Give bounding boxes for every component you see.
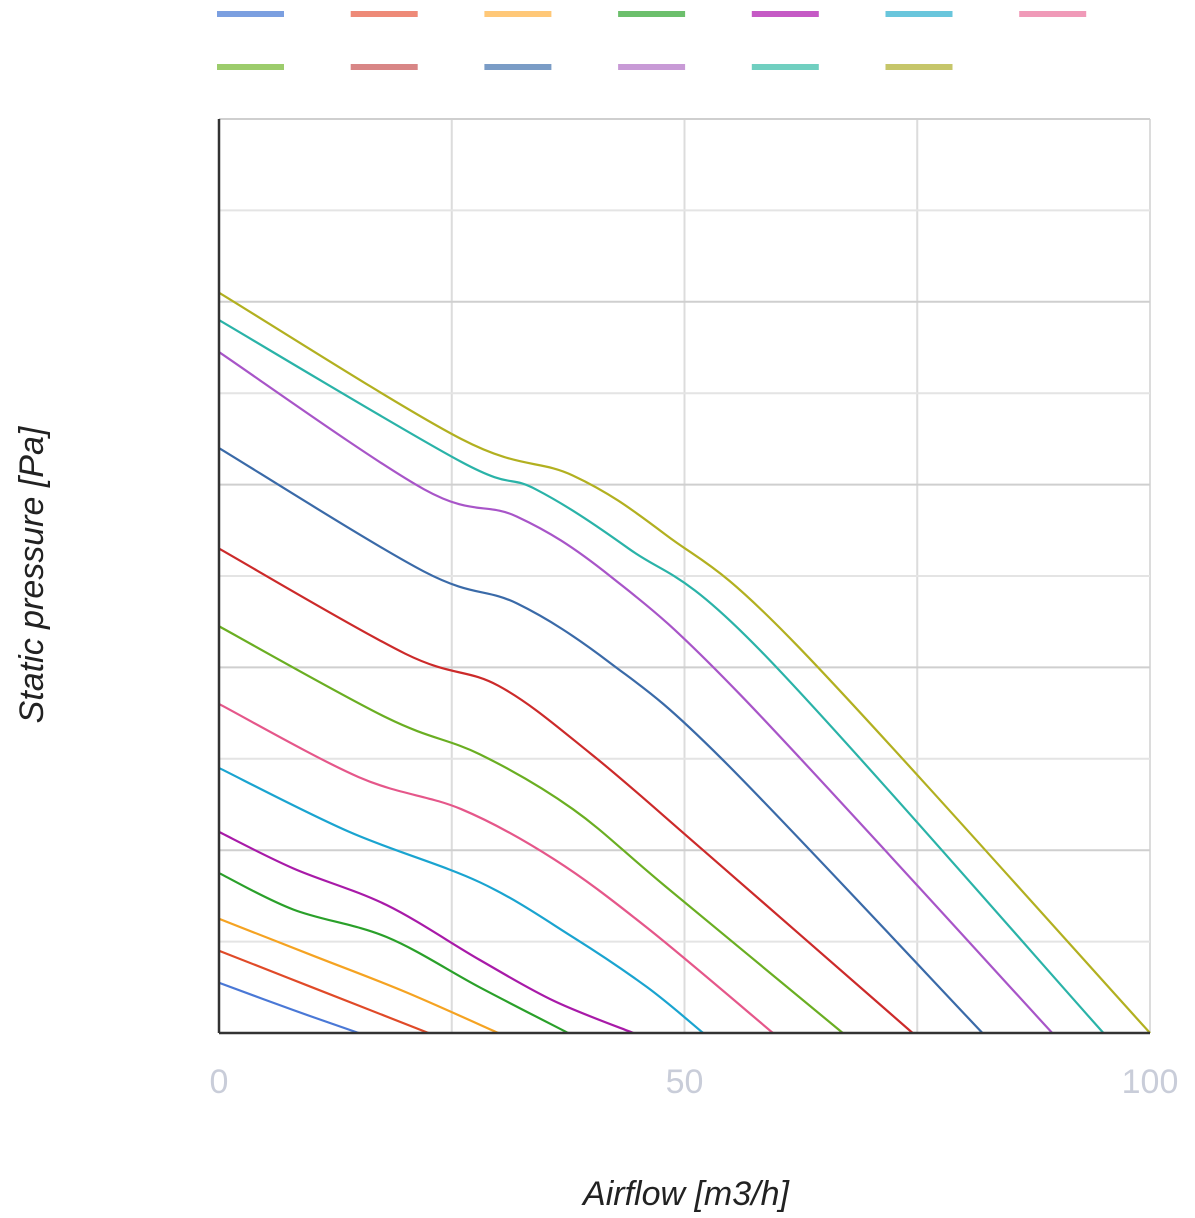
axes — [217, 119, 1150, 1035]
series-line-11 — [218, 351, 1054, 1034]
series-line-7 — [218, 702, 774, 1034]
series-line-6 — [218, 766, 704, 1034]
x-axis-title: Airflow [m3/h] — [581, 1175, 790, 1213]
series-line-8 — [218, 625, 844, 1034]
series-line-3 — [218, 917, 499, 1035]
series-group — [218, 291, 1151, 1035]
series-line-1 — [218, 981, 360, 1035]
series-line-9 — [218, 547, 914, 1034]
series-line-4 — [218, 872, 569, 1034]
legend[interactable] — [217, 11, 1087, 70]
series-line-5 — [218, 830, 634, 1035]
series-line-10 — [218, 447, 984, 1034]
x-tick-label: 100 — [1122, 1063, 1179, 1101]
series-line-2 — [218, 949, 429, 1035]
series-line-13 — [218, 291, 1151, 1034]
y-axis-title: Static pressure [Pa] — [13, 425, 51, 723]
series-line-12 — [218, 319, 1105, 1034]
x-tick-label: 0 — [210, 1063, 229, 1101]
x-tick-label: 50 — [666, 1063, 704, 1101]
tick-labels: 0 50 100 — [210, 1063, 1179, 1101]
grid — [219, 118, 1151, 1033]
